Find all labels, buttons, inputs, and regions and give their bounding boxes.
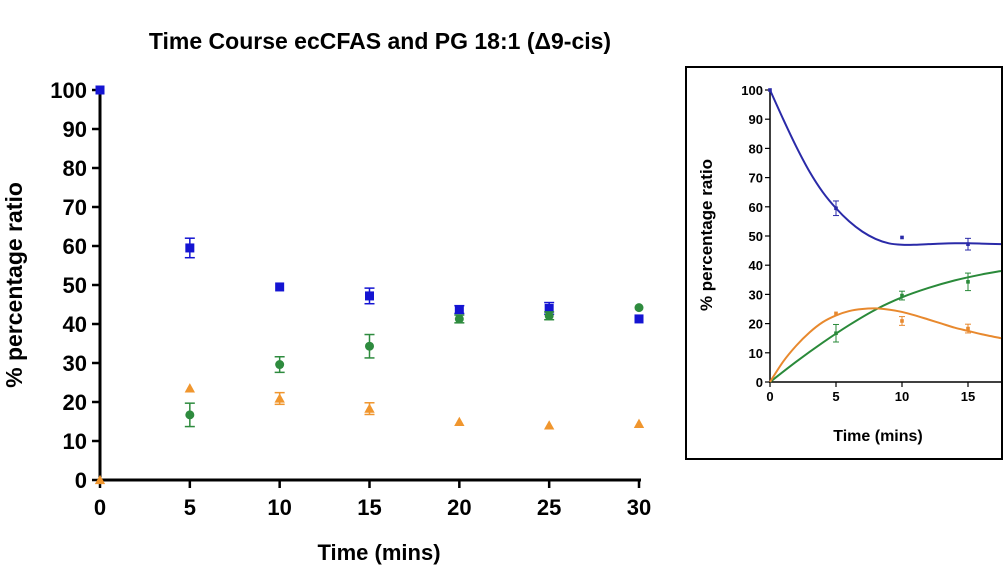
chart-title: Time Course ecCFAS and PG 18:1 (Δ9-cis) — [149, 28, 611, 54]
inset-y-tick-label: 30 — [749, 287, 763, 302]
inset-y-tick-label: 80 — [749, 141, 763, 156]
inset-chart: % percentage ratio Time (mins) 0 10 20 30 40… — [685, 66, 1003, 460]
inset-series — [769, 270, 1002, 383]
inset-y-tick-label: 60 — [749, 200, 763, 215]
inset-point — [834, 206, 838, 211]
square-point — [185, 243, 195, 253]
circle-point — [544, 311, 554, 321]
fit-curve — [769, 307, 1002, 383]
y-tick-label: 40 — [63, 312, 87, 337]
square-point — [275, 282, 285, 292]
inset-x-tick-label: 0 — [766, 389, 773, 404]
inset-series — [768, 88, 1002, 251]
inset-frame — [685, 66, 1003, 460]
circle-point — [365, 341, 374, 351]
x-tick-label: 20 — [447, 495, 471, 520]
triangle-point — [543, 420, 555, 430]
y-tick-label: 20 — [63, 390, 87, 415]
inset-y-tick-label: 90 — [749, 112, 763, 127]
fit-curve — [769, 89, 1002, 246]
inset-point — [834, 331, 838, 336]
inset-y-tick-label: 40 — [749, 258, 763, 273]
y-tick-label: 100 — [50, 78, 87, 103]
inset-point — [900, 235, 904, 240]
y-tick-label: 0 — [75, 468, 87, 493]
inset-y-tick-label: 10 — [749, 346, 763, 361]
inset-point — [966, 326, 970, 331]
y-tick-label: 70 — [63, 195, 87, 220]
inset-y-axis-label: % percentage ratio — [697, 159, 716, 311]
inset-y-tick-label: 100 — [741, 83, 763, 98]
inset-point — [768, 88, 772, 92]
inset-point — [966, 242, 970, 246]
circle-point — [275, 360, 285, 370]
series-triangle — [94, 383, 645, 485]
inset-series — [769, 307, 1002, 383]
square-point — [454, 305, 464, 315]
series-circle — [184, 303, 644, 428]
square-point — [365, 291, 374, 301]
triangle-point — [364, 403, 375, 413]
inset-y-tick-label: 20 — [749, 317, 763, 332]
series-square — [95, 85, 644, 324]
main-chart: Time Course ecCFAS and PG 18:1 (Δ9-cis) … — [1, 28, 651, 565]
x-tick-label: 0 — [94, 495, 106, 520]
inset-y-tick-label: 0 — [756, 375, 763, 390]
inset-data — [768, 88, 1002, 383]
inset-point — [834, 311, 838, 316]
inset-x-tick-label: 5 — [832, 389, 839, 404]
inset-x-tick-label: 15 — [961, 389, 975, 404]
x-axis-label: Time (mins) — [317, 540, 440, 565]
square-point — [95, 85, 105, 95]
x-tick-label: 30 — [627, 495, 651, 520]
inset-point — [900, 319, 904, 323]
x-tick-label: 10 — [267, 495, 291, 520]
x-tick-label: 25 — [537, 495, 561, 520]
circle-point — [185, 410, 195, 420]
y-tick-label: 60 — [63, 234, 87, 259]
y-tick-label: 10 — [63, 429, 87, 454]
inset-x-tick-label: 10 — [895, 389, 909, 404]
main-axes: 0 10 20 30 40 50 60 70 80 90 100 0 5 10 15 20 25 30 — [50, 78, 651, 520]
inset-y-tick-label: 50 — [749, 229, 763, 244]
inset-y-tick-label: 70 — [749, 171, 763, 186]
x-tick-label: 5 — [184, 495, 196, 520]
y-tick-label: 80 — [63, 156, 87, 181]
triangle-point — [633, 418, 645, 428]
triangle-point — [94, 474, 106, 485]
inset-x-axis-label: Time (mins) — [833, 428, 923, 445]
inset-axes: 0 10 20 30 40 50 60 70 80 90 100 0 5 10 15 — [741, 83, 1001, 404]
square-point — [544, 303, 554, 313]
x-tick-label: 15 — [357, 495, 381, 520]
main-data-points — [94, 85, 645, 485]
y-tick-label: 30 — [63, 351, 87, 376]
y-tick-label: 90 — [63, 117, 87, 142]
circle-point — [454, 314, 464, 324]
inset-point — [900, 293, 904, 298]
triangle-point — [274, 393, 285, 403]
circle-point — [634, 303, 644, 313]
y-axis-label: % percentage ratio — [1, 182, 27, 388]
square-point — [634, 314, 644, 324]
triangle-point — [184, 383, 196, 393]
triangle-point — [454, 416, 465, 427]
y-tick-label: 50 — [63, 273, 87, 298]
inset-point — [966, 280, 970, 284]
